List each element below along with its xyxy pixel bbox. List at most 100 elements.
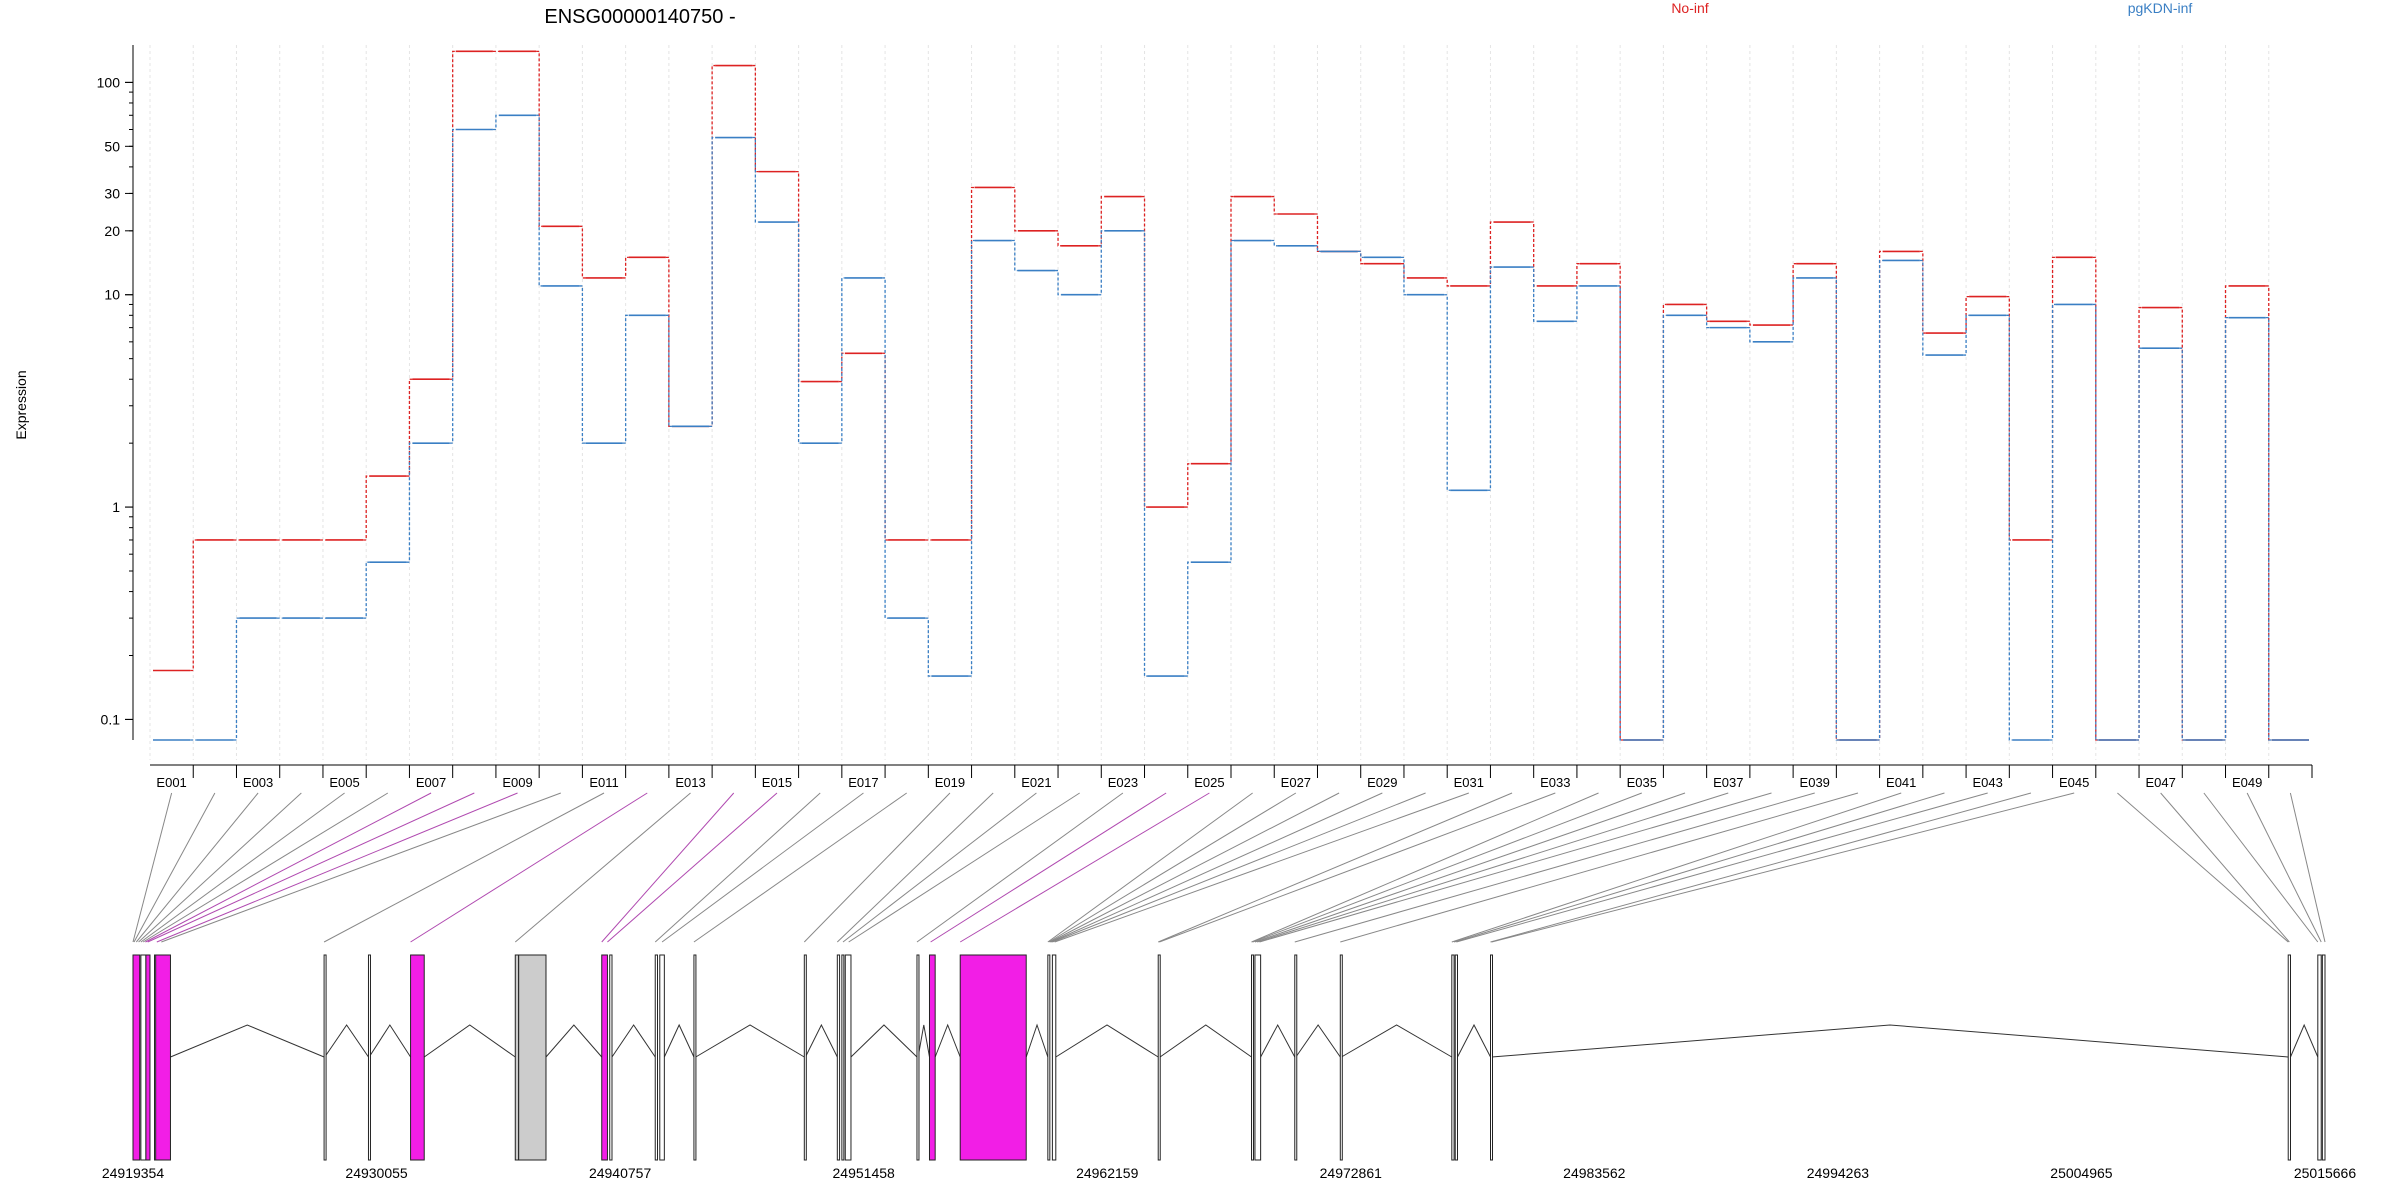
exon-block [2287, 954, 2291, 1161]
intron [1457, 1023, 1491, 1058]
intron [170, 1024, 325, 1058]
exon-block [959, 954, 1027, 1161]
x-tick-label-e043: E043 [1973, 775, 2003, 790]
exon-block [654, 954, 659, 1161]
genomic-tick-label: 24951458 [833, 1165, 896, 1181]
series-no-inf-step [1746, 320, 1753, 326]
exon-block [1454, 954, 1459, 1161]
series-pgkdn-inf-step [2049, 303, 2056, 741]
exon-block [132, 954, 141, 1161]
series-no-inf-step [665, 256, 672, 427]
connector-e024 [930, 792, 1167, 943]
series-no-inf-step [2265, 285, 2272, 741]
intron [934, 1023, 961, 1058]
exon-block [841, 954, 845, 1161]
series-pgkdn-inf-step [2265, 316, 2272, 741]
connector-e032 [1158, 792, 1513, 943]
connector-e019 [803, 792, 951, 943]
series-pgkdn-inf-step [536, 114, 543, 287]
connector-e042 [1453, 792, 1945, 943]
connector-e030 [1052, 792, 1426, 943]
connector-e022 [848, 792, 1080, 943]
connector-e038 [1259, 792, 1772, 943]
connector-e036 [1254, 792, 1686, 943]
x-tick-label-e017: E017 [848, 775, 878, 790]
exon-block [155, 954, 171, 1161]
series-pgkdn-inf-step [882, 277, 889, 619]
genomic-axis: 24919354 24930055 24940757 24951458 24962159… [102, 1165, 2357, 1181]
x-tick-label-e001: E001 [156, 775, 186, 790]
legend: No-inf pgKDN-inf [1671, 0, 2192, 16]
series-pgkdn-inf-step [622, 314, 629, 444]
connector-e016 [654, 792, 821, 943]
intron [423, 1024, 516, 1058]
series-pgkdn-inf-step [1963, 314, 1970, 356]
exon-block [601, 954, 608, 1161]
series-pgkdn-inf-step [925, 617, 932, 677]
series-no-inf-step [1530, 221, 1537, 287]
exon-block [1157, 954, 1161, 1161]
series-no-inf-step [1703, 303, 1710, 322]
series-no-inf [153, 50, 2309, 741]
exon-block [1254, 954, 1262, 1161]
connector-e020 [836, 792, 994, 943]
x-tick-label-e019: E019 [935, 775, 965, 790]
series-no-inf-step [1055, 230, 1062, 247]
exon-block [145, 954, 151, 1161]
y-tick-label: 0.1 [101, 711, 121, 727]
series-pgkdn-inf-step [838, 277, 845, 444]
connector-e008 [147, 792, 475, 943]
exon-block [1294, 954, 1298, 1161]
series-pgkdn-inf-step [1314, 245, 1321, 253]
exon-block [2317, 954, 2322, 1161]
x-tick-label-e007: E007 [416, 775, 446, 790]
exon-connectors [132, 792, 2326, 943]
connector-e041 [1451, 792, 1902, 943]
series-pgkdn-inf-step [1055, 269, 1062, 296]
x-tick-label-e009: E009 [502, 775, 532, 790]
connector-e025 [959, 792, 1210, 943]
exon-block [2321, 954, 2326, 1161]
series-pgkdn-inf-step [492, 114, 499, 131]
series-pgkdn-inf-step [579, 285, 586, 444]
x-tick-label-e033: E033 [1540, 775, 1570, 790]
series-no-inf-step [1271, 195, 1278, 215]
connector-e015 [607, 792, 778, 943]
legend-entry-no-inf: No-inf [1671, 0, 1708, 16]
connector-e007 [145, 792, 432, 943]
intron [611, 1024, 656, 1058]
series-pgkdn-inf-step [1573, 285, 1580, 322]
series-no-inf-step [2006, 295, 2013, 541]
series-pgkdn-inf-step [752, 136, 759, 223]
series-pgkdn-inf-step [709, 136, 716, 427]
genomic-tick-label: 25015666 [2294, 1165, 2357, 1181]
series-pgkdn-inf-step [2006, 314, 2013, 741]
series-no-inf-step [968, 186, 975, 541]
series-no-inf-step [1919, 250, 1926, 334]
y-axis: 0.1 1 10 20 30 50 100 [97, 45, 134, 740]
series-pgkdn-inf-step [1703, 314, 1710, 329]
exon-block [1451, 954, 1455, 1161]
connector-e010 [161, 792, 561, 943]
connector-e034 [1251, 792, 1599, 943]
exon-block [323, 954, 327, 1161]
y-tick-label: 30 [104, 185, 120, 201]
exon-block [514, 954, 520, 1161]
series-pgkdn-inf-step [1487, 266, 1494, 491]
exon-block [140, 954, 147, 1161]
series-pgkdn-inf-step [1098, 230, 1105, 296]
intron [324, 1024, 369, 1058]
connector-e027 [1048, 792, 1297, 943]
connector-e050 [2289, 792, 2326, 943]
y-tick-label: 1 [112, 499, 120, 515]
connector-e013 [514, 792, 691, 943]
genomic-tick-label: 24919354 [102, 1165, 165, 1181]
series-pgkdn-inf-step [2179, 347, 2186, 741]
series-pgkdn-inf-step [1660, 314, 1667, 741]
y-tick-label: 20 [104, 223, 120, 239]
connector-e023 [916, 792, 1124, 943]
series-pgkdn-inf-step [1141, 230, 1148, 677]
series-no-inf-step [363, 475, 370, 541]
gene-model [132, 954, 2326, 1161]
